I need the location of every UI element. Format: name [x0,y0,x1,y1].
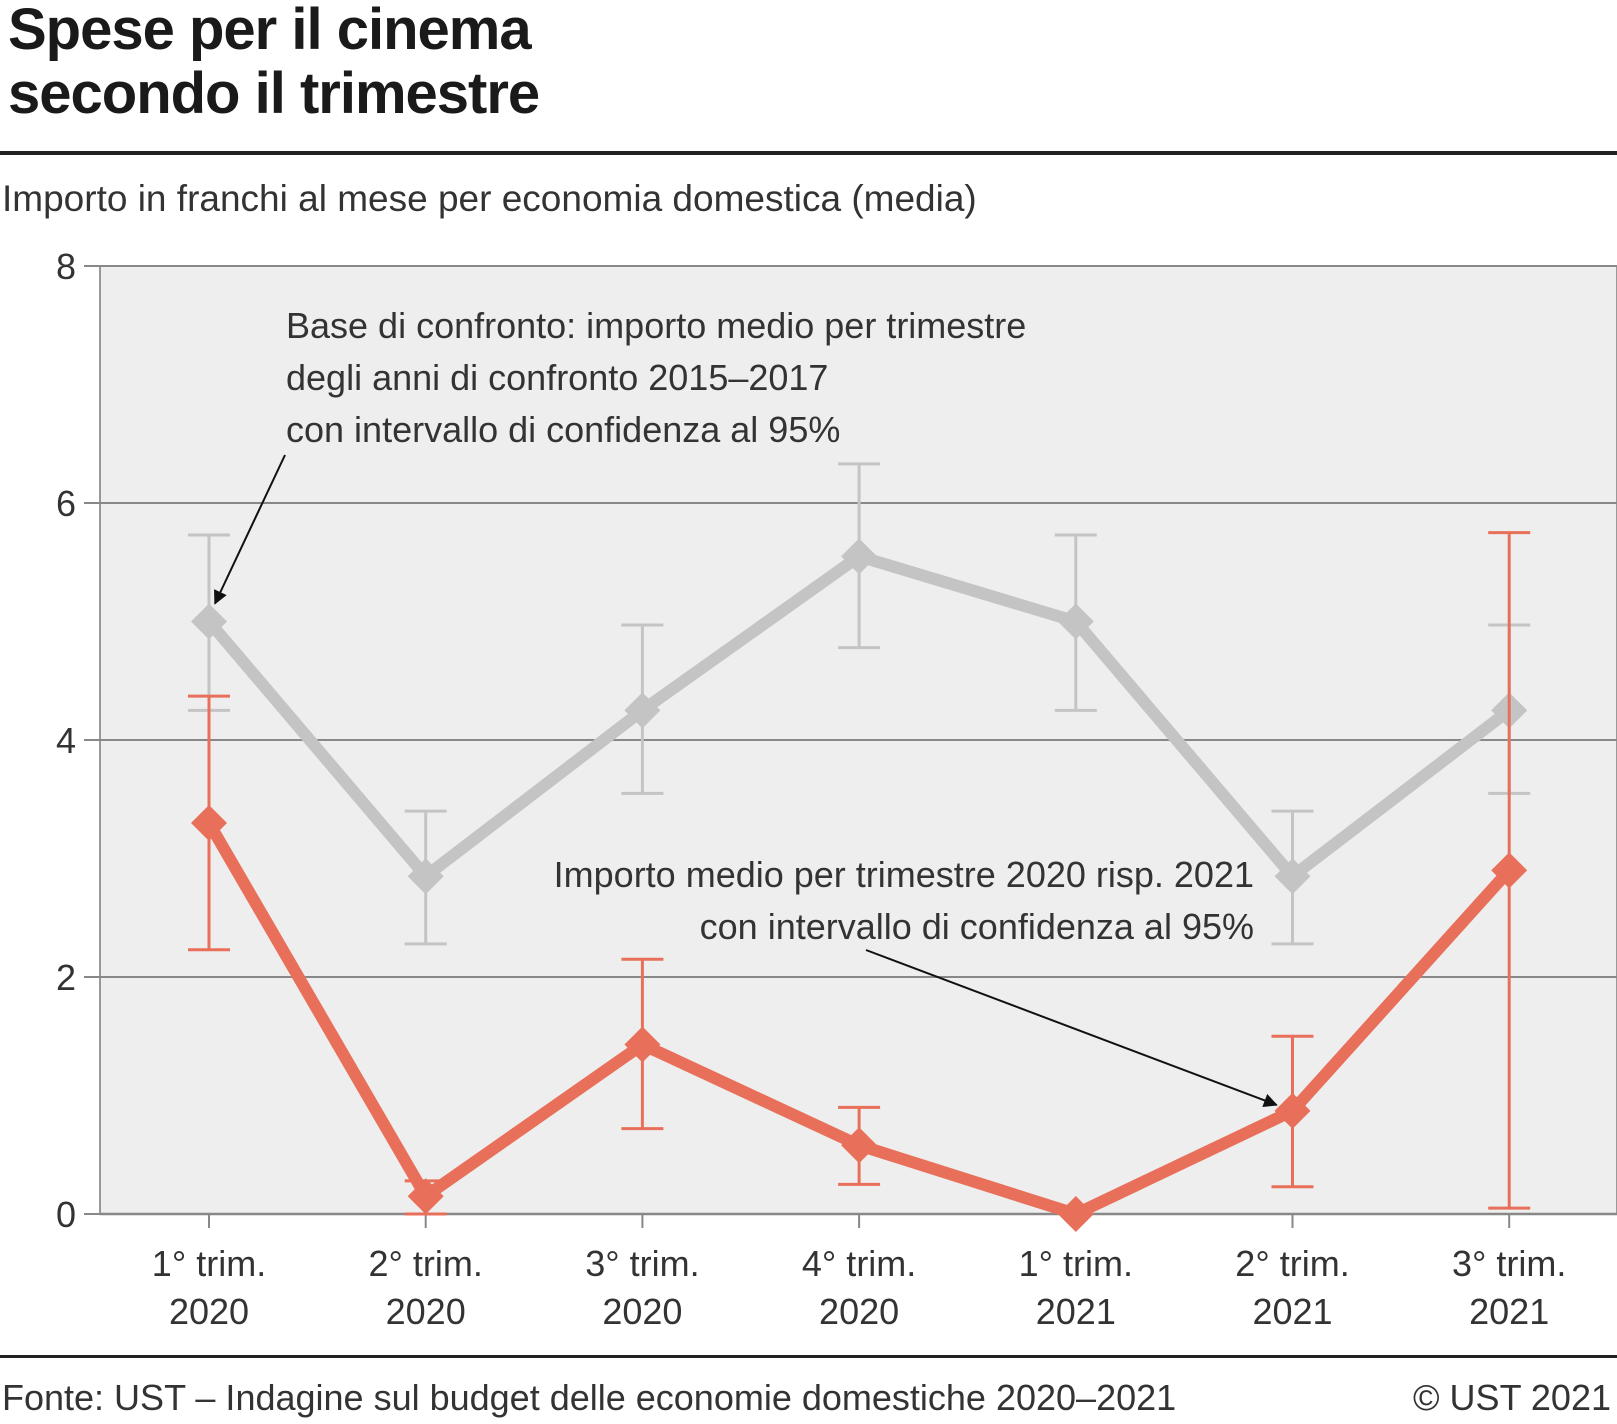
annotation-current-text: Importo medio per trimestre 2020 risp. 2… [554,854,1254,895]
annotation-current-text: con intervallo di confidenza al 95% [700,906,1254,947]
x-tick-label-line: 1° trim. [1019,1243,1133,1284]
y-tick-label: 6 [56,483,76,524]
footer-divider [0,1355,1617,1358]
x-tick-label: 1° trim. 2020 [152,1243,266,1332]
chart-title-line-1: Spese per il cinema [8,0,532,62]
y-tick-label: 2 [56,957,76,998]
copyright-note: © UST 2021 [1413,1377,1611,1418]
data-point-marker [841,538,878,575]
data-point-marker [407,858,444,895]
data-point-marker [191,804,227,841]
series-baseline [188,462,1531,946]
x-tick-label-line: 2021 [1252,1291,1332,1332]
data-point-marker [407,1178,444,1215]
chart-subtitle: Importo in franchi al mese per economia … [2,178,977,219]
x-tick-label: 3° trim. 2021 [1452,1243,1566,1332]
data-point-marker [624,692,661,729]
x-tick-label: 4° trim. 2020 [802,1243,916,1332]
x-tick-label-line: 3° trim. [585,1243,699,1284]
chart-title-line-2: secondo il trimestre [8,61,540,126]
annotation-baseline-text: degli anni di confronto 2015–2017 [286,357,828,398]
annotation-baseline-text: con intervallo di confidenza al 95% [286,409,840,450]
data-point-marker [1274,858,1311,895]
x-tick-label-line: 2021 [1036,1291,1116,1332]
annotation-current-arrow [865,949,1278,1108]
x-tick-label-line: 2020 [602,1291,682,1332]
annotation-baseline-arrow [214,454,286,605]
x-tick-label-line: 2020 [386,1291,466,1332]
data-point-marker [1491,852,1528,889]
x-tick-label-line: 3° trim. [1452,1243,1566,1284]
y-tick-label: 8 [56,246,76,287]
x-tick-label: 2° trim. 2020 [368,1243,482,1332]
y-tick-label: 4 [56,720,76,761]
title-divider [0,151,1617,155]
data-point-marker [1057,1196,1094,1232]
x-tick-label: 2° trim. 2021 [1235,1243,1349,1332]
data-point-marker [1274,1092,1311,1129]
series-current [188,531,1531,1232]
annotation-baseline-text: Base di confronto: importo medio per tri… [286,305,1026,346]
x-tick-label: 3° trim. 2020 [585,1243,699,1332]
data-point-marker [624,1026,661,1063]
x-tick-label-line: 2° trim. [368,1243,482,1284]
x-tick-label-line: 2020 [169,1291,249,1332]
x-tick-label-line: 4° trim. [802,1243,916,1284]
x-tick-label-line: 2020 [819,1291,899,1332]
chart-title: Spese per il cinema secondo il trimestre [8,0,908,126]
source-note: Fonte: UST – Indagine sul budget delle e… [2,1377,1177,1418]
data-point-marker [841,1127,878,1164]
x-tick-label: 1° trim. 2021 [1019,1243,1133,1332]
x-tick-label-line: 2021 [1469,1291,1549,1332]
x-tick-label-line: 1° trim. [152,1243,266,1284]
x-tick-label-line: 2° trim. [1235,1243,1349,1284]
y-tick-label: 0 [56,1194,76,1235]
data-point-marker [191,603,227,640]
data-point-marker [1057,603,1094,640]
